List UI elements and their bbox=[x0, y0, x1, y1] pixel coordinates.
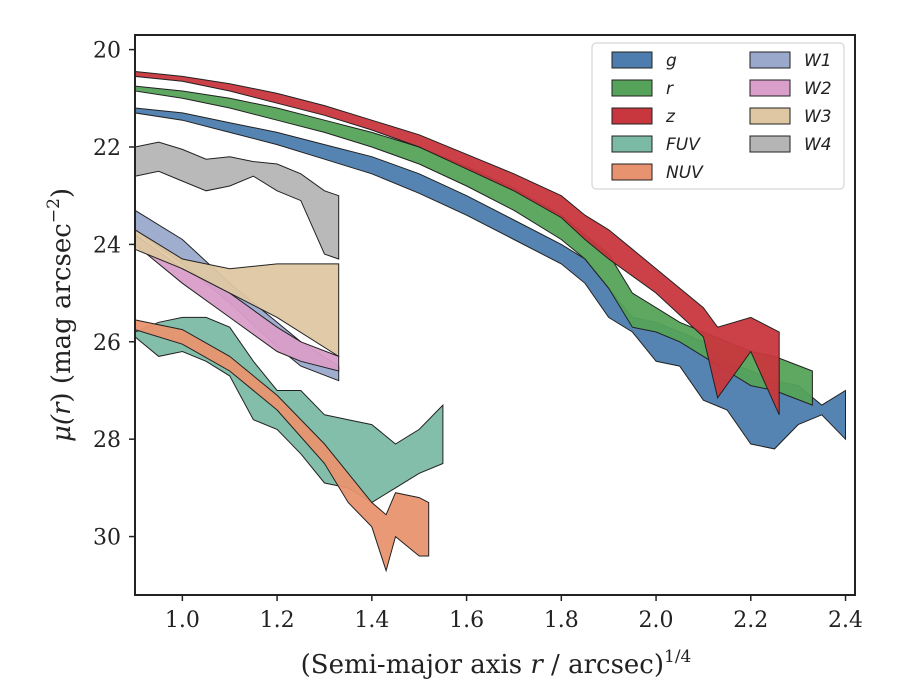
legend-label-nuv: NUV bbox=[666, 163, 704, 183]
x-axis-title: (Semi-major axis r / arcsec)1/4 bbox=[301, 647, 692, 680]
y-axis-title: μ(r) (mag arcsec−2) bbox=[44, 188, 77, 442]
x-tick-label: 1.4 bbox=[354, 608, 389, 633]
legend-swatch-w1 bbox=[749, 51, 791, 69]
x-tick-label: 1.2 bbox=[260, 608, 295, 633]
x-tick-label: 1.8 bbox=[544, 608, 579, 633]
legend-label-fuv: FUV bbox=[666, 135, 701, 155]
y-tick-label: 26 bbox=[93, 331, 121, 356]
y-tick-label: 22 bbox=[93, 136, 121, 161]
legend-label-w3: W3 bbox=[804, 107, 832, 127]
x-tick-label: 1.0 bbox=[165, 608, 200, 633]
legend-swatch-w2 bbox=[749, 79, 791, 97]
band-w4 bbox=[134, 141, 340, 260]
legend-swatch-w4 bbox=[749, 135, 791, 153]
legend-swatch-w3 bbox=[749, 107, 791, 125]
legend-label-w2: W2 bbox=[804, 79, 832, 99]
x-tick-label: 2.2 bbox=[733, 608, 768, 633]
band-w3 bbox=[134, 228, 340, 358]
legend-swatch-g bbox=[611, 51, 653, 69]
legend-label-z: z bbox=[665, 107, 676, 127]
legend-swatch-z bbox=[611, 107, 653, 125]
x-axis-ticks: 1.0 1.2 1.4 1.6 1.8 2.0 2.2 2.4 bbox=[165, 595, 863, 633]
legend-swatch-nuv bbox=[611, 163, 653, 181]
y-tick-label: 30 bbox=[93, 526, 121, 551]
y-axis-ticks: 20 22 24 26 28 30 bbox=[93, 39, 135, 551]
band-z bbox=[134, 70, 780, 416]
profile-bands bbox=[134, 70, 846, 573]
legend-swatch-fuv bbox=[611, 135, 653, 153]
band-nuv bbox=[134, 319, 430, 573]
legend: grz FUV NUV W1 W2 W3 W4 bbox=[591, 42, 845, 190]
legend-label-g: g bbox=[666, 51, 677, 71]
x-tick-label: 1.6 bbox=[449, 608, 484, 633]
x-tick-label: 2.0 bbox=[639, 608, 674, 633]
legend-label-w1: W1 bbox=[804, 51, 832, 71]
y-tick-label: 28 bbox=[93, 428, 121, 453]
x-tick-label: 2.4 bbox=[828, 608, 863, 633]
band-g bbox=[134, 107, 846, 450]
legend-label-r: r bbox=[666, 79, 674, 99]
legend-label-w4: W4 bbox=[804, 135, 832, 155]
y-tick-label: 24 bbox=[93, 233, 121, 258]
y-tick-label: 20 bbox=[93, 39, 121, 64]
plot-frame bbox=[134, 34, 856, 596]
legend-swatch-r bbox=[611, 79, 653, 97]
